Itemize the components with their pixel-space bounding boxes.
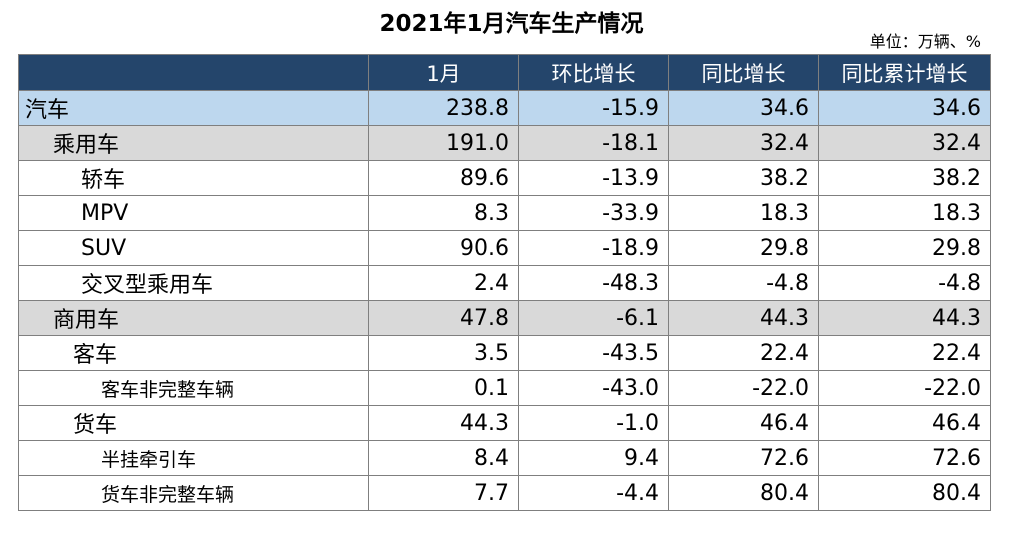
ytd-yoy-growth-value: 80.4 — [818, 475, 991, 511]
ytd-yoy-growth-value: -4.8 — [818, 265, 991, 301]
table-row: SUV 90.6 -18.9 29.8 29.8 — [18, 230, 991, 266]
row-label: SUV — [18, 230, 369, 266]
january-value: 44.3 — [368, 405, 519, 441]
table-row: 客车 3.5 -43.5 22.4 22.4 — [18, 335, 991, 371]
mom-growth-value: -48.3 — [518, 265, 669, 301]
mom-growth-value: -18.9 — [518, 230, 669, 266]
mom-growth-value: -43.0 — [518, 370, 669, 406]
january-value: 89.6 — [368, 160, 519, 196]
mom-growth-value: -43.5 — [518, 335, 669, 371]
yoy-growth-value: 34.6 — [668, 90, 819, 126]
row-label: 轿车 — [18, 160, 369, 196]
table-row: 乘用车 191.0 -18.1 32.4 32.4 — [18, 125, 991, 161]
row-label: 交叉型乘用车 — [18, 265, 369, 301]
page-title: 2021年1月汽车生产情况 — [379, 11, 644, 37]
table-row: 客车非完整车辆 0.1 -43.0 -22.0 -22.0 — [18, 370, 991, 406]
header-ytd-yoy-growth: 同比累计增长 — [818, 54, 991, 91]
yoy-growth-value: 22.4 — [668, 335, 819, 371]
table-row: 汽车 238.8 -15.9 34.6 34.6 — [18, 90, 991, 126]
table-header-row: 1月 环比增长 同比增长 同比累计增长 — [18, 54, 991, 91]
january-value: 47.8 — [368, 300, 519, 336]
table-row: 货车 44.3 -1.0 46.4 46.4 — [18, 405, 991, 441]
january-value: 90.6 — [368, 230, 519, 266]
ytd-yoy-growth-value: 22.4 — [818, 335, 991, 371]
header-mom-growth: 环比增长 — [518, 54, 669, 91]
ytd-yoy-growth-value: 29.8 — [818, 230, 991, 266]
yoy-growth-value: 18.3 — [668, 195, 819, 231]
header-category — [18, 54, 369, 91]
mom-growth-value: -18.1 — [518, 125, 669, 161]
ytd-yoy-growth-value: 46.4 — [818, 405, 991, 441]
yoy-growth-value: 46.4 — [668, 405, 819, 441]
yoy-growth-value: 32.4 — [668, 125, 819, 161]
row-label: 客车 — [18, 335, 369, 371]
row-label: 半挂牵引车 — [18, 440, 369, 476]
row-label: 商用车 — [18, 300, 369, 336]
january-value: 238.8 — [368, 90, 519, 126]
mom-growth-value: -33.9 — [518, 195, 669, 231]
yoy-growth-value: 38.2 — [668, 160, 819, 196]
row-label: 乘用车 — [18, 125, 369, 161]
row-label: 货车非完整车辆 — [18, 475, 369, 511]
unit-label: 单位：万辆、% — [869, 32, 981, 51]
header-yoy-growth: 同比增长 — [668, 54, 819, 91]
table-row: 交叉型乘用车 2.4 -48.3 -4.8 -4.8 — [18, 265, 991, 301]
mom-growth-value: -15.9 — [518, 90, 669, 126]
ytd-yoy-growth-value: -22.0 — [818, 370, 991, 406]
january-value: 8.3 — [368, 195, 519, 231]
yoy-growth-value: -22.0 — [668, 370, 819, 406]
mom-growth-value: -1.0 — [518, 405, 669, 441]
january-value: 2.4 — [368, 265, 519, 301]
header-january: 1月 — [368, 54, 519, 91]
yoy-growth-value: 72.6 — [668, 440, 819, 476]
row-label: MPV — [18, 195, 369, 231]
table-row: 半挂牵引车 8.4 9.4 72.6 72.6 — [18, 440, 991, 476]
january-value: 8.4 — [368, 440, 519, 476]
ytd-yoy-growth-value: 34.6 — [818, 90, 991, 126]
mom-growth-value: -4.4 — [518, 475, 669, 511]
table-row: MPV 8.3 -33.9 18.3 18.3 — [18, 195, 991, 231]
ytd-yoy-growth-value: 72.6 — [818, 440, 991, 476]
ytd-yoy-growth-value: 44.3 — [818, 300, 991, 336]
row-label: 货车 — [18, 405, 369, 441]
table-row: 商用车 47.8 -6.1 44.3 44.3 — [18, 300, 991, 336]
yoy-growth-value: -4.8 — [668, 265, 819, 301]
yoy-growth-value: 29.8 — [668, 230, 819, 266]
production-table: 1月 环比增长 同比增长 同比累计增长 汽车 238.8 -15.9 34.6 34.6… — [18, 54, 991, 511]
table-body: 汽车 238.8 -15.9 34.6 34.6 乘用车 191.0 -18.1 32.4 32.… — [18, 90, 991, 511]
january-value: 3.5 — [368, 335, 519, 371]
ytd-yoy-growth-value: 18.3 — [818, 195, 991, 231]
yoy-growth-value: 80.4 — [668, 475, 819, 511]
mom-growth-value: -6.1 — [518, 300, 669, 336]
table-row: 货车非完整车辆 7.7 -4.4 80.4 80.4 — [18, 475, 991, 511]
table-row: 轿车 89.6 -13.9 38.2 38.2 — [18, 160, 991, 196]
ytd-yoy-growth-value: 38.2 — [818, 160, 991, 196]
ytd-yoy-growth-value: 32.4 — [818, 125, 991, 161]
january-value: 191.0 — [368, 125, 519, 161]
yoy-growth-value: 44.3 — [668, 300, 819, 336]
january-value: 7.7 — [368, 475, 519, 511]
row-label: 客车非完整车辆 — [18, 370, 369, 406]
row-label: 汽车 — [18, 90, 369, 126]
mom-growth-value: 9.4 — [518, 440, 669, 476]
january-value: 0.1 — [368, 370, 519, 406]
mom-growth-value: -13.9 — [518, 160, 669, 196]
